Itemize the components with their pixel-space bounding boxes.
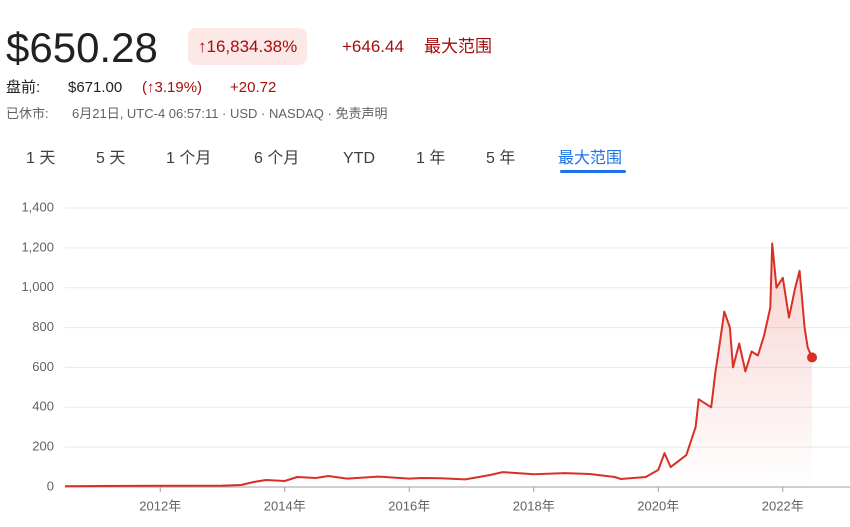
tab-underline (560, 170, 626, 173)
tab[interactable]: 1 天 (26, 150, 56, 167)
premarket-label: 盘前: (6, 79, 41, 96)
y-tick-label: 200 (32, 439, 54, 454)
line-area (65, 243, 813, 487)
tab[interactable]: YTD (343, 150, 375, 167)
tab[interactable]: 5 天 (96, 150, 126, 167)
x-tick-label: 2014年 (264, 498, 306, 513)
market-details: 6月21日, UTC-4 06:57:11 · USD · NASDAQ · 免… (72, 106, 388, 121)
y-tick-label: 0 (47, 478, 54, 493)
x-tick-label: 2018年 (513, 498, 555, 513)
premarket-change: +20.72 (230, 79, 277, 96)
tab[interactable]: 最大范围 (558, 150, 623, 167)
x-tick-label: 2012年 (139, 498, 181, 513)
range-label: 最大范围 (424, 37, 492, 56)
tab[interactable]: 6 个月 (254, 150, 300, 167)
x-tick-label: 2020年 (637, 498, 679, 513)
y-tick-label: 1,000 (21, 279, 54, 294)
y-tick-label: 1,400 (21, 199, 54, 214)
end-point (807, 352, 818, 363)
y-tick-label: 600 (32, 359, 54, 374)
premarket-change-percent: (↑3.19%) (142, 79, 203, 96)
y-tick-label: 400 (32, 399, 54, 414)
tab[interactable]: 5 年 (486, 150, 516, 167)
tab[interactable]: 1 个月 (166, 150, 212, 167)
y-tick-label: 800 (32, 319, 54, 334)
change: +646.44 (342, 37, 404, 56)
y-tick-label: 1,200 (21, 239, 54, 254)
x-tick-label: 2016年 (388, 498, 430, 513)
premarket-price: $671.00 (68, 79, 123, 96)
tab[interactable]: 1 年 (416, 150, 446, 167)
price: $650.28 (6, 24, 158, 71)
x-tick-label: 2022年 (762, 498, 804, 513)
market-status: 已休市: (6, 106, 49, 121)
price-line (64, 242, 813, 488)
change-percent: ↑16,834.38% (188, 28, 308, 65)
